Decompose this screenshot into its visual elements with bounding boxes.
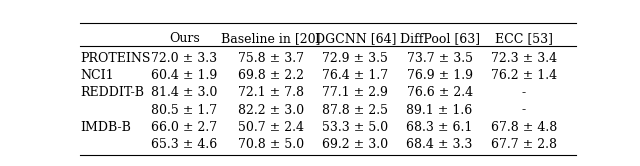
Text: 67.7 ± 2.8: 67.7 ± 2.8 xyxy=(491,138,557,151)
Text: -: - xyxy=(522,86,526,99)
Text: 68.3 ± 6.1: 68.3 ± 6.1 xyxy=(406,121,473,134)
Text: 87.8 ± 2.5: 87.8 ± 2.5 xyxy=(323,104,388,117)
Text: 76.4 ± 1.7: 76.4 ± 1.7 xyxy=(322,69,388,82)
Text: 76.9 ± 1.9: 76.9 ± 1.9 xyxy=(406,69,472,82)
Text: Baseline in [20]: Baseline in [20] xyxy=(221,32,321,45)
Text: 69.2 ± 3.0: 69.2 ± 3.0 xyxy=(322,138,388,151)
Text: IMDB-B: IMDB-B xyxy=(80,121,131,134)
Text: 73.7 ± 3.5: 73.7 ± 3.5 xyxy=(406,52,472,65)
Text: 77.1 ± 2.9: 77.1 ± 2.9 xyxy=(323,86,388,99)
Text: 70.8 ± 5.0: 70.8 ± 5.0 xyxy=(238,138,304,151)
Text: 89.1 ± 1.6: 89.1 ± 1.6 xyxy=(406,104,473,117)
Text: DGCNN [64]: DGCNN [64] xyxy=(314,32,396,45)
Text: 50.7 ± 2.4: 50.7 ± 2.4 xyxy=(238,121,304,134)
Text: DiffPool [63]: DiffPool [63] xyxy=(399,32,479,45)
Text: 60.4 ± 1.9: 60.4 ± 1.9 xyxy=(151,69,218,82)
Text: Ours: Ours xyxy=(169,32,200,45)
Text: 72.1 ± 7.8: 72.1 ± 7.8 xyxy=(238,86,304,99)
Text: 75.8 ± 3.7: 75.8 ± 3.7 xyxy=(238,52,304,65)
Text: 76.6 ± 2.4: 76.6 ± 2.4 xyxy=(406,86,473,99)
Text: 65.3 ± 4.6: 65.3 ± 4.6 xyxy=(151,138,218,151)
Text: REDDIT-B: REDDIT-B xyxy=(80,86,144,99)
Text: NCI1: NCI1 xyxy=(80,69,114,82)
Text: 72.3 ± 3.4: 72.3 ± 3.4 xyxy=(491,52,557,65)
Text: -: - xyxy=(522,104,526,117)
Text: 68.4 ± 3.3: 68.4 ± 3.3 xyxy=(406,138,473,151)
Text: 76.2 ± 1.4: 76.2 ± 1.4 xyxy=(491,69,557,82)
Text: ECC [53]: ECC [53] xyxy=(495,32,553,45)
Text: 72.0 ± 3.3: 72.0 ± 3.3 xyxy=(151,52,217,65)
Text: 53.3 ± 5.0: 53.3 ± 5.0 xyxy=(322,121,388,134)
Text: 72.9 ± 3.5: 72.9 ± 3.5 xyxy=(323,52,388,65)
Text: 67.8 ± 4.8: 67.8 ± 4.8 xyxy=(491,121,557,134)
Text: 69.8 ± 2.2: 69.8 ± 2.2 xyxy=(238,69,304,82)
Text: 81.4 ± 3.0: 81.4 ± 3.0 xyxy=(151,86,218,99)
Text: 82.2 ± 3.0: 82.2 ± 3.0 xyxy=(238,104,304,117)
Text: 80.5 ± 1.7: 80.5 ± 1.7 xyxy=(151,104,217,117)
Text: 66.0 ± 2.7: 66.0 ± 2.7 xyxy=(151,121,217,134)
Text: PROTEINS: PROTEINS xyxy=(80,52,150,65)
